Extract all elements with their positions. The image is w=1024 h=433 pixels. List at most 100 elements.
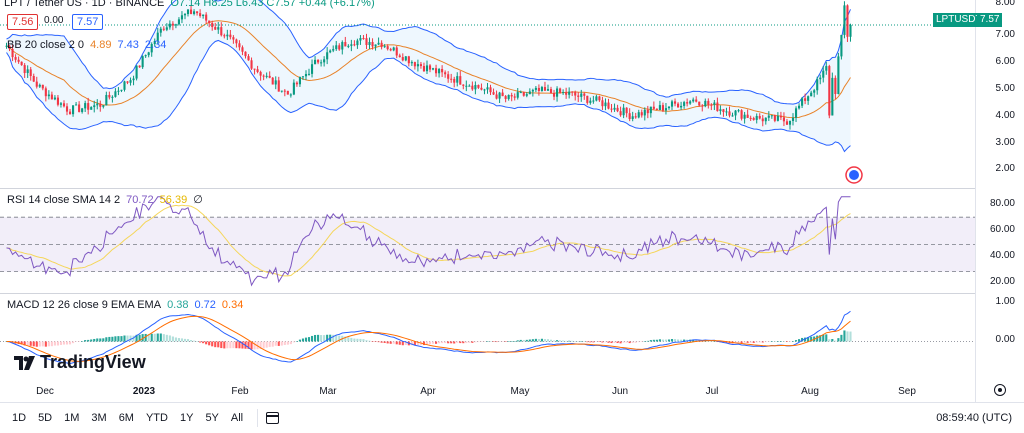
candle-body bbox=[673, 101, 677, 104]
macd-histogram-bar bbox=[664, 339, 668, 342]
candle-body bbox=[643, 109, 646, 116]
candle-body bbox=[622, 107, 625, 116]
candle-body bbox=[828, 66, 831, 116]
macd-histogram-bar bbox=[782, 341, 785, 342]
macd-histogram-bar bbox=[492, 341, 495, 342]
candle-body bbox=[574, 92, 577, 96]
macd-histogram-bar bbox=[268, 341, 271, 347]
macd-histogram-bar bbox=[658, 339, 661, 342]
utc-clock[interactable]: 08:59:40 (UTC) bbox=[936, 412, 1012, 424]
tradingview-logo[interactable]: TradingView bbox=[14, 352, 146, 373]
candle-body bbox=[232, 37, 235, 40]
macd-histogram-bar bbox=[380, 341, 383, 343]
macd-histogram-bar bbox=[404, 341, 407, 345]
candle-body bbox=[580, 93, 583, 97]
macd-histogram-bar bbox=[474, 341, 477, 343]
macd-hist-value: 0.38 bbox=[167, 299, 189, 311]
candle-body bbox=[332, 49, 335, 51]
candle-body bbox=[540, 87, 543, 91]
macd-histogram-bar bbox=[438, 341, 441, 344]
macd-histogram-bar bbox=[162, 334, 165, 342]
chart-area[interactable] bbox=[0, 0, 1024, 402]
candle-body bbox=[785, 121, 789, 125]
macd-histogram-bar bbox=[740, 341, 743, 343]
range-button-1d[interactable]: 1D bbox=[12, 412, 27, 424]
macd-histogram-bar bbox=[601, 341, 604, 343]
settings-gear-icon[interactable] bbox=[994, 384, 1006, 396]
macd-histogram-bar bbox=[65, 341, 69, 345]
macd-histogram-bar bbox=[317, 334, 320, 342]
time-axis-label: Apr bbox=[420, 386, 436, 397]
pane-separator-macd[interactable] bbox=[0, 293, 975, 294]
macd-histogram-bar bbox=[398, 341, 401, 345]
macd-histogram-bar bbox=[785, 341, 789, 342]
candle-body bbox=[374, 44, 377, 47]
macd-histogram-bar bbox=[177, 338, 180, 342]
range-button-5d[interactable]: 5D bbox=[38, 412, 53, 424]
date-range-calendar-icon[interactable] bbox=[266, 412, 280, 424]
bb-lower-value: 2.34 bbox=[144, 39, 167, 51]
candle-body bbox=[32, 76, 35, 82]
macd-histogram-bar bbox=[598, 341, 601, 342]
buy-price-box[interactable]: 7.57 bbox=[72, 14, 104, 30]
candle-body bbox=[513, 96, 516, 98]
macd-histogram-bar bbox=[755, 341, 758, 343]
candle-body bbox=[447, 74, 450, 79]
candle-body bbox=[837, 56, 840, 94]
symbol-legend[interactable]: LPT / Tether US · 1D · BINANCE O7.14 H8.… bbox=[4, 0, 375, 9]
macd-histogram-bar bbox=[713, 341, 716, 342]
range-button-1m[interactable]: 1M bbox=[64, 412, 80, 424]
candle-body bbox=[755, 115, 758, 120]
candle-body bbox=[147, 52, 150, 56]
macd-histogram-bar bbox=[801, 337, 804, 342]
candle-body bbox=[477, 84, 480, 88]
candle-body bbox=[589, 100, 592, 103]
macd-histogram-bar bbox=[347, 337, 350, 342]
candle-body bbox=[658, 105, 661, 110]
sell-price-box[interactable]: 7.56 bbox=[7, 14, 39, 30]
candle-body bbox=[619, 111, 622, 116]
macd-histogram-bar bbox=[353, 338, 356, 342]
candle-body bbox=[17, 59, 20, 62]
candle-body bbox=[422, 66, 426, 72]
macd-signal-line bbox=[6, 315, 851, 362]
macd-histogram-bar bbox=[779, 341, 782, 342]
candle-body bbox=[156, 32, 159, 41]
chart-canvas[interactable] bbox=[0, 0, 1024, 402]
range-button-6m[interactable]: 6M bbox=[118, 412, 134, 424]
macd-histogram-bar bbox=[168, 335, 171, 342]
macd-histogram-bar bbox=[631, 341, 634, 343]
macd-histogram-bar bbox=[495, 341, 498, 343]
candle-body bbox=[368, 41, 371, 46]
macd-histogram-bar bbox=[819, 335, 822, 342]
range-button-1y[interactable]: 1Y bbox=[179, 412, 194, 424]
bb-legend[interactable]: BB 20 close 2 0 4.89 7.43 2.34 bbox=[7, 39, 166, 51]
candle-body bbox=[556, 88, 559, 97]
candle-body bbox=[38, 84, 41, 87]
macd-histogram-bar bbox=[568, 340, 571, 342]
range-button-5y[interactable]: 5Y bbox=[205, 412, 219, 424]
range-button-3m[interactable]: 3M bbox=[91, 412, 107, 424]
macd-histogram-bar bbox=[616, 341, 619, 344]
pane-separator-rsi[interactable] bbox=[0, 188, 975, 189]
macd-histogram-bar bbox=[180, 338, 184, 342]
candle-body bbox=[214, 26, 217, 30]
time-axis-label: Jun bbox=[611, 386, 629, 397]
candle-body bbox=[453, 78, 456, 83]
candle-body bbox=[386, 46, 389, 50]
candle-body bbox=[607, 102, 610, 109]
range-button-all[interactable]: All bbox=[230, 412, 244, 424]
candle-body bbox=[274, 80, 277, 85]
macd-legend[interactable]: MACD 12 26 close 9 EMA EMA 0.38 0.72 0.3… bbox=[7, 299, 243, 311]
candle-body bbox=[743, 114, 746, 119]
range-button-ytd[interactable]: YTD bbox=[145, 412, 168, 424]
candle-body bbox=[431, 68, 435, 70]
candle-body bbox=[474, 84, 477, 90]
candle-body bbox=[5, 45, 8, 47]
rsi-legend[interactable]: RSI 14 close SMA 14 2 70.72 56.39 ∅ bbox=[7, 193, 203, 207]
macd-histogram-bar bbox=[292, 341, 295, 343]
macd-histogram-bar bbox=[516, 340, 519, 342]
candle-body bbox=[501, 92, 504, 97]
macd-histogram-bar bbox=[304, 337, 308, 342]
time-axis-label: Sep bbox=[898, 386, 916, 397]
